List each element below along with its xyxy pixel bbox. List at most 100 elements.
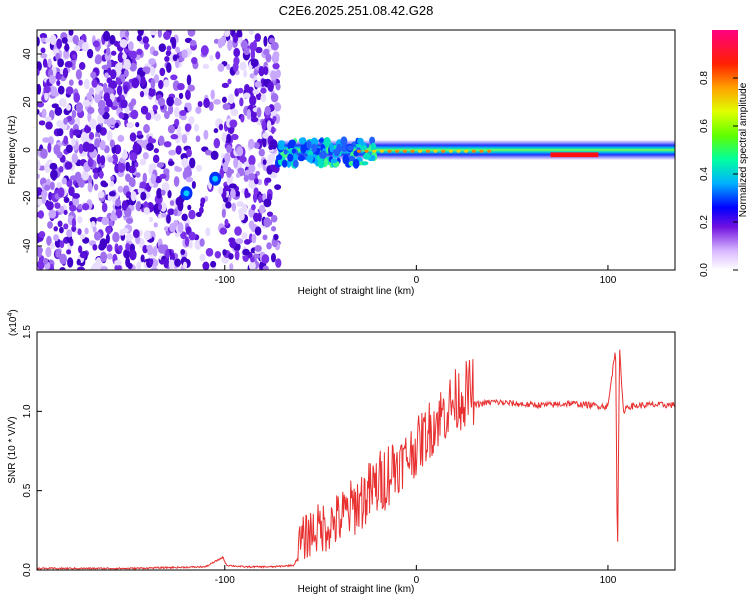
- heatmap-noise-cell: [146, 244, 153, 251]
- heatmap-noise-cell: [145, 112, 152, 121]
- colorbar-label: Normalized spectral amplitude: [738, 82, 749, 217]
- heatmap-noise-cell: [117, 162, 126, 173]
- heatmap-noise-cell: [234, 226, 242, 236]
- heatmap-band-cell: [330, 158, 338, 164]
- heatmap-y-tick-label: -40: [22, 238, 33, 253]
- heatmap-noise-cell: [71, 109, 77, 119]
- heatmap-noise-cell: [224, 30, 231, 38]
- heatmap-noise-cell: [181, 49, 188, 59]
- heatmap-noise-cell: [106, 130, 113, 142]
- heatmap-noise-cell: [152, 246, 158, 257]
- heatmap-noise-cell: [252, 253, 260, 259]
- heatmap-noise-cell: [150, 266, 158, 270]
- heatmap-noise-cell: [101, 182, 109, 188]
- heatmap-noise-cell: [142, 172, 148, 184]
- heatmap-noise-cell: [152, 50, 159, 57]
- heatmap-y-axis-label: Frequency (Hz): [7, 116, 18, 185]
- heatmap-noise-cell: [250, 116, 259, 123]
- heatmap-noise-cell: [163, 31, 171, 40]
- heatmap-noise-cell: [78, 245, 83, 254]
- heatmap-noise-cell: [59, 253, 67, 265]
- colorbar-ticks: 0.0 0.2 0.4 0.6 0.8: [699, 71, 738, 277]
- heatmap-noise-cell: [270, 70, 278, 81]
- heatmap-noise-cell: [213, 128, 219, 134]
- heatmap-noise-cell: [81, 203, 90, 211]
- heatmap-noise-cell: [270, 226, 277, 232]
- heatmap-noise-cell: [88, 87, 95, 96]
- heatmap-noise-cell: [157, 30, 162, 38]
- heatmap-noise-cell: [252, 192, 258, 203]
- heatmap-noise-cell: [157, 97, 166, 107]
- colorbar-tick-label: 0.0: [699, 263, 710, 277]
- heatmap-noise-cell: [54, 106, 63, 116]
- heatmap-noise-cell: [148, 258, 154, 265]
- heatmap-noise-cell: [227, 39, 233, 51]
- heatmap-noise-cell: [37, 83, 42, 95]
- heatmap-noise-cell: [250, 256, 255, 263]
- heatmap-noise-cell: [87, 182, 93, 193]
- heatmap-noise-cell: [254, 33, 261, 42]
- heatmap-noise-cell: [256, 107, 262, 118]
- heatmap-noise-cell: [263, 35, 268, 47]
- heatmap-noise-cell: [94, 138, 101, 149]
- heatmap-noise-cell: [63, 117, 68, 125]
- heatmap-noise-cell: [175, 145, 182, 155]
- chart-title: C2E6.2025.251.08.42.G28: [279, 3, 434, 18]
- heatmap-noise-cell: [98, 107, 105, 116]
- heatmap-noise-cell: [139, 158, 147, 166]
- heatmap-noise-cell: [72, 192, 81, 199]
- heatmap-noise-cell: [69, 175, 78, 181]
- heatmap-noise-cell: [64, 61, 73, 69]
- heatmap-band-cell: [340, 136, 348, 147]
- heatmap-noise-cell: [164, 170, 170, 182]
- heatmap-noise-cell: [221, 208, 226, 219]
- heatmap-noise-cell: [180, 231, 187, 240]
- heatmap-noise-cell: [93, 231, 102, 241]
- heatmap-noise-cell: [241, 203, 248, 214]
- heatmap-noise-cell: [142, 36, 149, 44]
- heatmap-noise-cell: [130, 50, 137, 60]
- heatmap-noise-cell: [254, 245, 262, 252]
- heatmap-noise-cell: [222, 161, 229, 173]
- heatmap-noise-cell: [254, 178, 259, 185]
- heatmap-noise-cell: [139, 90, 145, 98]
- heatmap-noise-cell: [235, 172, 241, 179]
- heatmap-noise-cell: [49, 181, 55, 191]
- heatmap-noise-cell: [90, 265, 99, 270]
- heatmap-noise-cell: [71, 137, 76, 147]
- heatmap-noise-cell: [267, 153, 276, 163]
- heatmap-noise-cell: [56, 80, 61, 86]
- heatmap-noise-cell: [181, 213, 188, 222]
- heatmap-noise-cell: [248, 261, 256, 270]
- heatmap-band-cell: [370, 142, 377, 152]
- heatmap-noise-cell: [128, 102, 134, 111]
- heatmap-noise-cell: [58, 165, 64, 173]
- heatmap-noise-cell: [58, 98, 67, 107]
- heatmap-band-cell: [283, 148, 288, 155]
- heatmap-noise-cell: [109, 69, 117, 80]
- heatmap-band-cell: [352, 158, 360, 169]
- heatmap-noise-cell: [94, 54, 103, 65]
- heatmap-noise-cell: [37, 101, 45, 108]
- heatmap-noise-cell: [167, 160, 175, 166]
- heatmap-noise-cell: [264, 177, 272, 183]
- heatmap-noise-cell: [205, 247, 214, 257]
- heatmap-feature-core: [212, 175, 219, 182]
- heatmap-noise-cell: [103, 92, 111, 103]
- heatmap-x-tick-label: 100: [600, 275, 617, 286]
- heatmap-noise-cell: [64, 161, 73, 170]
- heatmap-peak-cell: [356, 149, 361, 153]
- heatmap-noise-cell: [48, 74, 56, 85]
- heatmap-noise-cell: [251, 204, 256, 211]
- colorbar-tick-label: 0.6: [699, 119, 710, 133]
- heatmap-noise-cell: [83, 126, 92, 134]
- heatmap-noise-cell: [234, 190, 240, 197]
- heatmap-noise-cell: [252, 39, 257, 51]
- heatmap-noise-cell: [226, 64, 231, 70]
- heatmap-noise-cell: [64, 42, 70, 52]
- heatmap-noise-cell: [262, 159, 267, 166]
- heatmap-noise-cell: [158, 79, 164, 90]
- heatmap-peak-cell: [379, 149, 384, 153]
- heatmap-noise-cell: [163, 111, 170, 120]
